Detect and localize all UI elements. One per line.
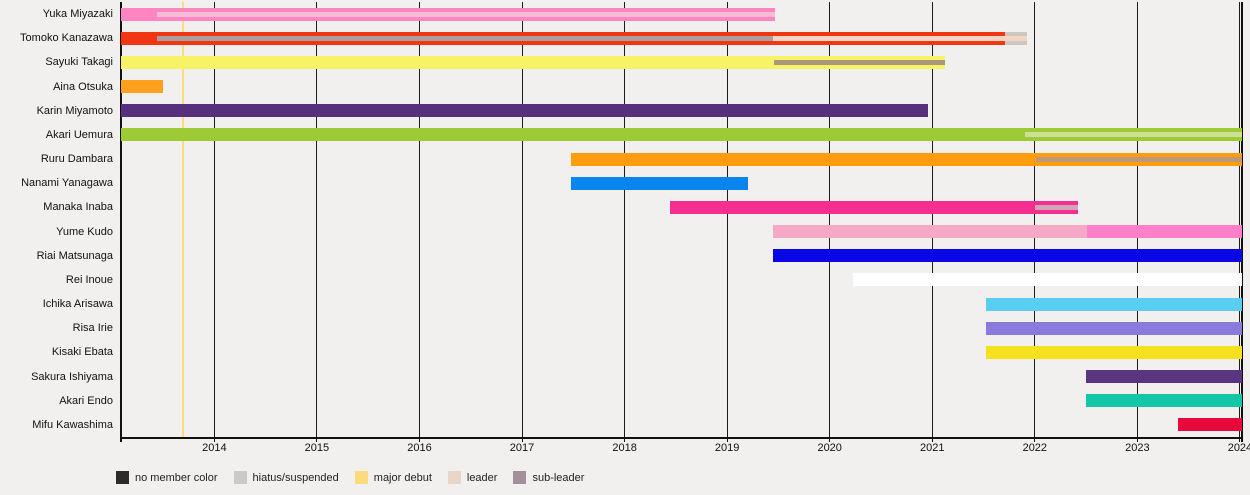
legend-label: no member color — [135, 471, 218, 484]
legend-item: major debut — [354, 471, 432, 484]
axis-tick-2017 — [521, 437, 523, 442]
year-label-2017: 2017 — [509, 442, 535, 454]
legend-item: sub-leader — [513, 471, 584, 484]
gridline-2021 — [931, 2, 933, 437]
bar-overlay-sub-leader — [156, 35, 774, 41]
member-label: Manaka Inaba — [43, 201, 113, 214]
axis-tick-2018 — [624, 437, 626, 442]
year-label-2015: 2015 — [304, 442, 330, 454]
member-bar-segment — [985, 297, 1242, 311]
gridline-2017 — [521, 2, 523, 437]
year-label-2023: 2023 — [1125, 442, 1150, 454]
bar-overlay-leader — [156, 11, 776, 17]
axis-tick-2024 — [1239, 437, 1241, 442]
axis-bottom — [120, 437, 1243, 439]
member-bar-segment — [121, 55, 945, 69]
axis-tick-2016 — [418, 437, 420, 442]
member-label: Sayuki Takagi — [45, 56, 113, 69]
member-label: Ichika Arisawa — [42, 298, 113, 311]
member-bar-segment — [571, 152, 1242, 166]
legend: no member color hiatus/suspended major deb… — [116, 471, 584, 484]
member-label: Kisaki Ebata — [51, 346, 113, 359]
member-bar-segment — [121, 80, 164, 94]
legend-label: major debut — [373, 471, 432, 484]
member-bar-segment — [985, 321, 1242, 335]
axis-tick-2023 — [1136, 437, 1138, 442]
member-label: Yume Kudo — [56, 225, 113, 238]
axis-tick-2020 — [829, 437, 831, 442]
member-label: Rei Inoue — [65, 273, 113, 286]
member-label: Riai Matsunaga — [36, 249, 113, 262]
legend-swatch — [513, 471, 527, 484]
gridline-2014 — [213, 2, 215, 437]
gridline-2022 — [1034, 2, 1036, 437]
axis-tick-2022 — [1034, 437, 1036, 442]
member-bar-segment — [1178, 418, 1242, 432]
legend-item: no member color — [116, 471, 218, 484]
year-label-2014: 2014 — [202, 442, 227, 454]
legend-swatch — [233, 471, 247, 484]
legend-swatch — [354, 471, 368, 484]
member-bar-segment — [669, 200, 1078, 214]
member-bar-segment — [985, 345, 1242, 359]
legend-item: leader — [447, 471, 498, 484]
member-label: Akari Uemura — [45, 128, 113, 141]
gridline-2023 — [1136, 2, 1138, 437]
year-label-2020: 2020 — [817, 442, 842, 454]
year-label-2021: 2021 — [920, 442, 945, 454]
bar-overlay-hiatus — [774, 59, 945, 65]
legend-label: sub-leader — [532, 471, 585, 484]
bar-overlay-hiatus — [1034, 204, 1078, 210]
bar-overlay-sub-leader — [1035, 156, 1242, 162]
legend-label: leader — [466, 471, 498, 484]
member-bar-segment — [1087, 225, 1242, 239]
gridline-2015 — [316, 2, 318, 437]
axis-right — [1241, 2, 1243, 442]
gridline-2016 — [418, 2, 420, 437]
major-debut-line — [181, 2, 184, 437]
member-label: Ruru Dambara — [40, 153, 113, 166]
year-label-2018: 2018 — [612, 442, 637, 454]
axis-left — [120, 2, 122, 442]
year-label-2024: 2024 — [1227, 442, 1250, 454]
member-bar-segment — [121, 104, 929, 118]
gridline-2020 — [829, 2, 831, 437]
gridline-2024 — [1239, 2, 1241, 437]
member-label: Risa Irie — [72, 322, 113, 335]
member-label: Nanami Yanagawa — [21, 177, 113, 190]
member-label: Karin Miyamoto — [36, 104, 113, 117]
member-bar-segment — [571, 176, 748, 190]
year-label-2019: 2019 — [714, 442, 740, 454]
member-label: Mifu Kawashima — [32, 418, 113, 431]
bar-overlay-leader — [773, 35, 1027, 41]
member-label: Yuka Miyazaki — [42, 8, 113, 21]
axis-tick-2021 — [931, 437, 933, 442]
member-bar-segment — [773, 249, 1242, 263]
axis-tick-2014 — [213, 437, 215, 442]
axis-tick-2015 — [316, 437, 318, 442]
legend-swatch — [116, 471, 129, 484]
member-label: Aina Otsuka — [53, 80, 113, 93]
gridline-2018 — [624, 2, 626, 437]
member-bar-segment — [853, 273, 1242, 287]
member-bar-segment — [1086, 394, 1242, 408]
legend-item: hiatus/suspended — [233, 471, 339, 484]
member-bar-segment — [773, 225, 1088, 239]
member-label: Sakura Ishiyama — [31, 370, 113, 383]
bar-overlay-leader — [1024, 132, 1242, 138]
gridline-2019 — [726, 2, 728, 437]
year-label-2022: 2022 — [1022, 442, 1048, 454]
member-label: Akari Endo — [59, 394, 113, 407]
legend-swatch — [447, 471, 461, 484]
member-bar-segment — [121, 128, 1242, 142]
member-bar-segment — [1086, 370, 1242, 384]
year-label-2016: 2016 — [407, 442, 432, 454]
legend-label: hiatus/suspended — [252, 471, 339, 484]
axis-tick-2019 — [726, 437, 728, 442]
member-label: Tomoko Kanazawa — [20, 32, 113, 45]
